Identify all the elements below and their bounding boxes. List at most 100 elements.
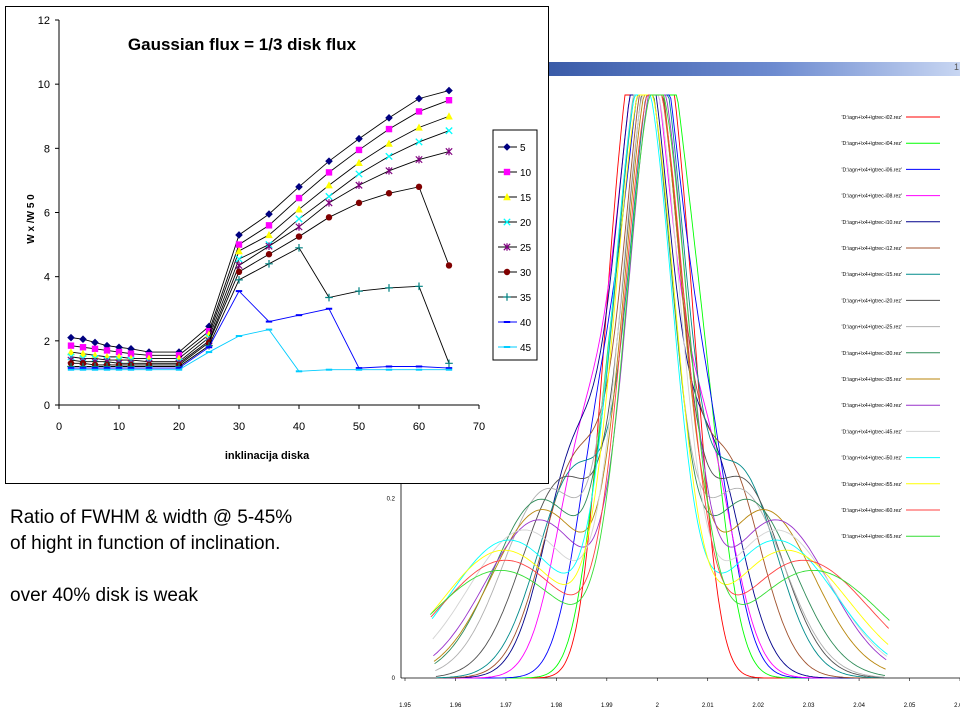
data-point-5: [79, 335, 87, 344]
data-point-5: [445, 86, 453, 95]
data-point-45: [127, 368, 135, 371]
data-point-25: [235, 261, 243, 270]
data-point-45: [145, 368, 153, 371]
data-point-40: [355, 367, 363, 370]
data-point-40: [127, 367, 135, 370]
data-point-30: [235, 268, 243, 276]
legend-label-10: 'D:\agn+\x4+\gtrec-i30.rez': [841, 351, 902, 357]
data-point-40: [103, 367, 111, 370]
data-point-15: [325, 181, 333, 189]
data-point-40: [385, 365, 393, 368]
x-tick-label: 1.97: [500, 703, 512, 709]
data-point-10: [415, 108, 423, 115]
legend-label-25: 25: [520, 243, 532, 254]
data-point-10: [445, 97, 453, 104]
data-point-25: [355, 181, 363, 190]
data-point-40: [175, 367, 183, 370]
data-point-40: [415, 365, 423, 368]
data-point-10: [235, 241, 243, 248]
legend-label-3: 'D:\agn+\x4+\gtrec-i06.rez': [841, 167, 902, 173]
legend-label-35: 35: [520, 293, 532, 304]
x-tick-label: 60: [413, 421, 425, 433]
y-tick-label: 0: [392, 676, 396, 682]
data-point-45: [91, 368, 99, 371]
data-point-10: [115, 348, 123, 356]
data-point-45: [79, 368, 87, 371]
series-line-15: [70, 115, 450, 359]
data-point-20: [445, 127, 453, 135]
data-point-15: [385, 139, 393, 147]
caption-text: Ratio of FWHM & width @ 5-45% of hight i…: [10, 505, 292, 609]
data-point-45: [103, 368, 111, 371]
legend-label-5: 5: [520, 143, 526, 154]
data-point-10: [91, 345, 99, 353]
data-point-5: [325, 157, 333, 165]
legend-marker-30: [503, 268, 511, 276]
profile-curve-14: [431, 94, 888, 655]
title-bar-band: [548, 62, 960, 76]
x-tick-label: 2.02: [752, 703, 764, 709]
data-point-20: [355, 170, 363, 178]
data-point-20: [385, 152, 393, 161]
x-tick-label: 1.95: [399, 703, 411, 709]
y-tick-label: 6: [44, 208, 50, 220]
data-point-10: [355, 146, 363, 154]
data-point-40: [265, 320, 273, 323]
data-point-30: [355, 199, 363, 207]
data-point-40: [145, 367, 153, 370]
data-point-25: [415, 155, 423, 164]
data-point-45: [355, 368, 363, 371]
data-point-10: [265, 222, 273, 229]
data-point-15: [67, 348, 75, 356]
x-tick-label: 30: [233, 421, 245, 433]
caption-line-2: of hight in function of inclination.: [10, 533, 281, 554]
data-point-10: [79, 344, 87, 351]
legend-label-20: 20: [520, 218, 532, 229]
data-point-30: [385, 190, 393, 197]
y-tick-label: 12: [38, 15, 50, 27]
legend-label-7: 'D:\agn+\x4+\gtrec-i15.rez': [841, 272, 902, 278]
data-point-35: [445, 359, 453, 368]
data-point-10: [103, 347, 111, 354]
x-tick-label: 2.03: [803, 703, 815, 709]
data-point-10: [295, 194, 303, 202]
legend-marker-35: [503, 293, 511, 301]
data-point-15: [445, 112, 453, 120]
series-line-10: [70, 99, 450, 356]
data-point-45: [235, 335, 243, 338]
data-point-40: [91, 367, 99, 370]
data-point-35: [325, 293, 333, 302]
legend-label-4: 'D:\agn+\x4+\gtrec-i08.rez': [841, 194, 902, 200]
legend-label-15: 15: [520, 193, 532, 204]
x-axis-label: inklinacija diska: [225, 450, 310, 462]
left-chart-frame: 0 2 4 6 8 10 12 0 10 20 30 40 50 60 70 Gaussian flux = …: [5, 6, 549, 484]
y-tick-label: 8: [44, 143, 50, 155]
data-point-30: [415, 183, 423, 191]
data-point-35: [235, 276, 243, 284]
data-point-5: [67, 333, 75, 342]
data-point-40: [325, 307, 333, 310]
legend-label-6: 'D:\agn+\x4+\gtrec-i12.rez': [841, 246, 902, 252]
data-point-10: [127, 350, 135, 357]
legend-label-12: 'D:\agn+\x4+\gtrec-i40.rez': [841, 403, 902, 409]
data-point-5: [265, 210, 273, 218]
data-point-15: [79, 349, 87, 357]
data-point-45: [205, 351, 213, 354]
legend-label-30: 30: [520, 268, 532, 279]
x-tick-label: 1.98: [551, 703, 563, 709]
data-point-5: [295, 183, 303, 191]
y-tick-label: 4: [44, 272, 50, 284]
legend-label-40: 40: [520, 318, 532, 329]
data-point-40: [445, 367, 453, 370]
data-point-15: [415, 123, 423, 131]
data-point-40: [67, 367, 75, 370]
legend-marker-10: [503, 168, 511, 176]
x-tick-label: 1.96: [450, 703, 462, 709]
data-point-35: [385, 284, 393, 292]
data-point-45: [265, 328, 273, 331]
legend-marker-5: [503, 143, 511, 151]
legend-label-2: 'D:\agn+\x4+\gtrec-i04.rez': [841, 141, 902, 147]
legend-label-14: 'D:\agn+\x4+\gtrec-i50.rez': [841, 456, 902, 462]
left-ratio-chart: 0 2 4 6 8 10 12 0 10 20 30 40 50 60 70 Gaussian flux = …: [26, 15, 538, 462]
